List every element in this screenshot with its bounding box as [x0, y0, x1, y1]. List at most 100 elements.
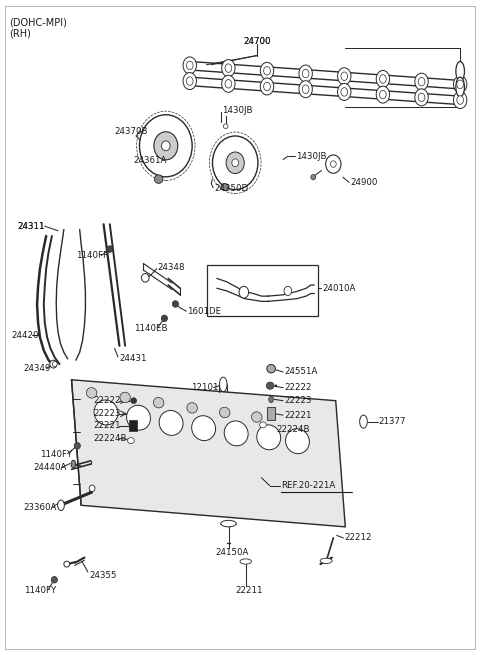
Text: 24370B: 24370B	[115, 127, 148, 136]
Text: 12101: 12101	[191, 383, 219, 392]
Ellipse shape	[239, 286, 249, 298]
Ellipse shape	[299, 81, 312, 98]
Ellipse shape	[94, 400, 118, 425]
Text: 24348: 24348	[157, 263, 185, 272]
Ellipse shape	[221, 183, 228, 191]
Ellipse shape	[155, 175, 163, 183]
Ellipse shape	[226, 152, 244, 174]
FancyBboxPatch shape	[267, 407, 276, 421]
Ellipse shape	[128, 438, 134, 443]
Ellipse shape	[52, 362, 57, 367]
Ellipse shape	[341, 88, 348, 96]
Text: 1140FY: 1140FY	[24, 586, 56, 595]
Ellipse shape	[454, 92, 467, 109]
Ellipse shape	[260, 78, 274, 95]
Ellipse shape	[219, 407, 230, 418]
Ellipse shape	[142, 274, 149, 282]
Ellipse shape	[50, 360, 57, 368]
Ellipse shape	[186, 77, 193, 85]
Text: 24010A: 24010A	[323, 284, 356, 293]
Ellipse shape	[64, 561, 70, 567]
Text: 24311: 24311	[17, 221, 45, 231]
Ellipse shape	[325, 155, 341, 174]
Ellipse shape	[140, 115, 192, 177]
Ellipse shape	[154, 132, 178, 160]
Ellipse shape	[418, 77, 425, 86]
Text: 24355: 24355	[89, 571, 117, 580]
Text: 22224B: 22224B	[276, 425, 310, 434]
Ellipse shape	[252, 412, 262, 422]
Ellipse shape	[172, 301, 179, 307]
Ellipse shape	[299, 65, 312, 82]
Ellipse shape	[275, 384, 277, 387]
Text: 22221: 22221	[284, 411, 312, 420]
Ellipse shape	[337, 67, 351, 84]
Text: 24431: 24431	[120, 354, 147, 364]
Ellipse shape	[302, 69, 309, 78]
Ellipse shape	[380, 75, 386, 83]
Polygon shape	[72, 380, 345, 527]
Text: 24150A: 24150A	[215, 548, 249, 557]
Ellipse shape	[58, 500, 64, 510]
Ellipse shape	[456, 77, 465, 97]
Text: 1430JB: 1430JB	[222, 106, 252, 115]
Ellipse shape	[360, 415, 367, 428]
Text: 24700: 24700	[243, 37, 271, 46]
Text: (DOHC-MPI): (DOHC-MPI)	[9, 17, 67, 27]
Ellipse shape	[415, 89, 428, 106]
Ellipse shape	[266, 382, 274, 389]
Ellipse shape	[192, 416, 216, 441]
Ellipse shape	[86, 388, 97, 398]
Ellipse shape	[51, 576, 58, 583]
Text: 24349: 24349	[24, 364, 51, 373]
Text: 24350D: 24350D	[215, 185, 249, 193]
Ellipse shape	[183, 57, 196, 74]
Ellipse shape	[286, 429, 310, 454]
Ellipse shape	[219, 377, 227, 392]
Ellipse shape	[415, 73, 428, 90]
Text: 22212: 22212	[344, 533, 372, 542]
Text: 22222: 22222	[93, 396, 120, 405]
Ellipse shape	[159, 411, 183, 436]
Ellipse shape	[457, 96, 464, 104]
Ellipse shape	[267, 364, 276, 373]
Text: 24311: 24311	[17, 221, 45, 231]
Ellipse shape	[120, 392, 131, 403]
Ellipse shape	[456, 62, 465, 81]
Ellipse shape	[222, 75, 235, 92]
Text: 22223: 22223	[284, 396, 312, 405]
Ellipse shape	[154, 398, 164, 408]
Text: 1140EB: 1140EB	[134, 324, 167, 333]
Ellipse shape	[260, 62, 274, 79]
Ellipse shape	[213, 136, 258, 189]
Text: 24700: 24700	[243, 37, 271, 46]
Ellipse shape	[232, 159, 239, 167]
Ellipse shape	[89, 485, 95, 491]
Ellipse shape	[376, 71, 390, 87]
Ellipse shape	[161, 315, 168, 322]
FancyBboxPatch shape	[129, 421, 137, 431]
Text: 23360A: 23360A	[24, 503, 57, 512]
Text: 24440A: 24440A	[33, 463, 67, 472]
Ellipse shape	[418, 93, 425, 102]
Ellipse shape	[376, 86, 390, 103]
Text: 22223: 22223	[93, 409, 120, 419]
Text: 1430JB: 1430JB	[297, 152, 327, 160]
Ellipse shape	[187, 403, 197, 413]
Text: 1140FF: 1140FF	[76, 251, 108, 260]
Ellipse shape	[74, 443, 80, 449]
Ellipse shape	[131, 398, 137, 403]
Ellipse shape	[161, 141, 170, 151]
Ellipse shape	[260, 422, 266, 428]
Text: REF.20-221A: REF.20-221A	[281, 481, 336, 490]
Text: 24420: 24420	[11, 331, 39, 340]
Ellipse shape	[186, 61, 193, 69]
Text: 22222: 22222	[284, 383, 312, 392]
Ellipse shape	[222, 60, 235, 77]
Ellipse shape	[223, 124, 228, 128]
Text: 24361A: 24361A	[134, 156, 167, 164]
Ellipse shape	[320, 558, 332, 563]
Text: 24900: 24900	[350, 178, 377, 187]
Ellipse shape	[311, 174, 316, 179]
Text: 22224B: 22224B	[93, 434, 127, 443]
